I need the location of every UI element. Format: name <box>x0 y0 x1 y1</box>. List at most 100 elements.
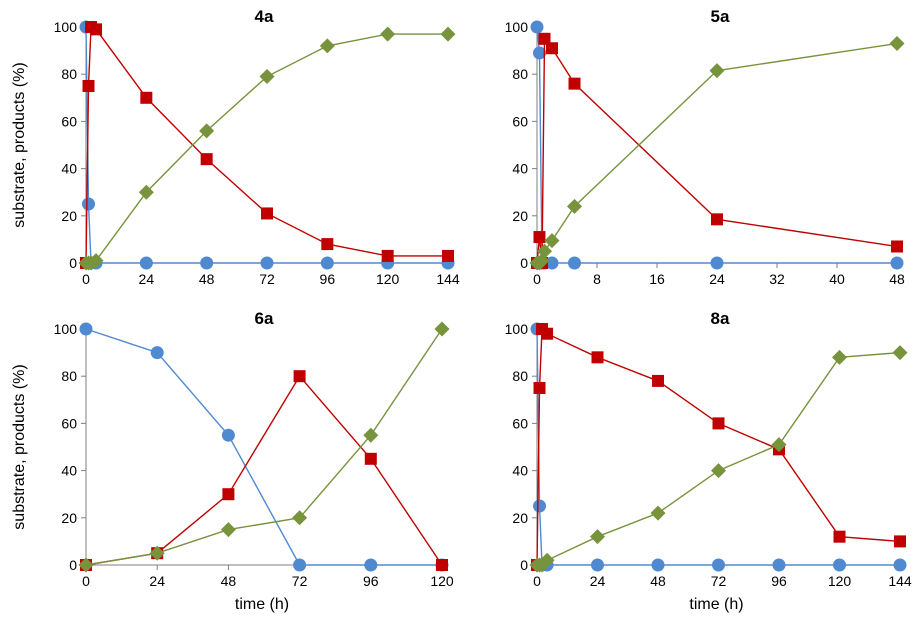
data-point-circle <box>533 499 547 513</box>
x-tick-label: 24 <box>709 271 725 287</box>
data-point-diamond <box>199 123 215 139</box>
data-point-diamond <box>363 427 379 443</box>
data-point-square <box>652 374 664 387</box>
x-tick-label: 96 <box>320 271 336 287</box>
y-tick-label: 40 <box>512 463 528 479</box>
x-tick-label: 48 <box>199 271 215 287</box>
x-tick-label: 24 <box>149 573 165 589</box>
data-point-square <box>538 32 551 45</box>
x-tick-label: 24 <box>590 573 606 589</box>
data-point-square <box>833 530 846 543</box>
y-tick-label: 60 <box>61 113 77 129</box>
chart-panel-8a: 0 20 40 60 80 100 0 24 48 72 96 120 144 8a time (h) <box>505 309 912 613</box>
y-tick-label: 100 <box>54 321 78 337</box>
data-point-circle <box>532 46 546 60</box>
data-point-square <box>364 452 377 465</box>
data-point-diamond <box>590 529 605 545</box>
series-line-square <box>536 327 901 566</box>
x-tick-label: 24 <box>139 271 155 287</box>
data-point-diamond <box>220 522 236 538</box>
series-line-circle <box>536 328 900 566</box>
data-point-diamond <box>440 26 456 42</box>
x-tick-label: 16 <box>649 271 665 287</box>
series-line-circle <box>85 328 442 566</box>
x-tick-label: 48 <box>889 271 905 287</box>
y-tick-label: 40 <box>512 161 528 177</box>
series-square <box>80 21 454 269</box>
data-point-circle <box>150 346 164 360</box>
y-tick-label: 20 <box>61 208 77 224</box>
series-circle <box>530 322 907 572</box>
x-tick-label: 40 <box>829 271 845 287</box>
series-line-diamond <box>537 351 901 566</box>
data-point-square <box>321 238 334 251</box>
data-point-circle <box>530 20 544 34</box>
data-point-diamond <box>537 243 552 259</box>
x-tick-label: 96 <box>363 573 379 589</box>
x-tick-label: 72 <box>259 271 275 287</box>
x-tick-label: 0 <box>533 573 541 589</box>
x-tick-label: 0 <box>82 271 90 287</box>
data-point-square <box>222 488 235 501</box>
y-tick-label: 60 <box>512 415 528 431</box>
data-point-circle <box>200 256 214 270</box>
y-tick-label: 0 <box>69 557 77 573</box>
data-point-circle <box>545 256 559 270</box>
data-point-square <box>381 249 394 262</box>
data-point-diamond <box>889 36 905 52</box>
x-tick-label: 32 <box>769 271 785 287</box>
chart-panel-5a: 0 20 40 60 80 100 0 8 16 24 32 40 48 5a <box>505 7 905 287</box>
x-tick-label: 48 <box>221 573 237 589</box>
data-point-diamond <box>434 321 450 337</box>
x-tick-label: 120 <box>828 573 852 589</box>
data-point-diamond <box>292 510 308 526</box>
series-circle <box>530 20 904 270</box>
data-point-diamond <box>709 63 725 79</box>
data-point-circle <box>890 256 904 270</box>
data-point-circle <box>82 197 96 211</box>
x-tick-label: 144 <box>436 271 460 287</box>
data-point-square <box>891 240 903 253</box>
series-diamond <box>529 345 908 573</box>
data-point-diamond <box>78 557 94 573</box>
x-axis-label: time (h) <box>689 596 743 613</box>
data-point-square <box>591 351 604 364</box>
panel-title: 5a <box>711 7 730 26</box>
series-line-square <box>85 25 448 264</box>
x-tick-label: 0 <box>82 573 90 589</box>
y-tick-label: 80 <box>512 66 528 82</box>
data-point-diamond <box>650 505 666 521</box>
data-point-square <box>261 207 273 220</box>
y-tick-label: 0 <box>520 255 528 271</box>
data-point-circle <box>712 558 725 572</box>
data-point-square <box>533 382 546 394</box>
y-tick-label: 80 <box>61 368 77 384</box>
data-point-square <box>140 91 153 104</box>
y-tick-label: 0 <box>69 255 77 271</box>
x-tick-label: 144 <box>888 573 912 589</box>
data-point-diamond <box>892 345 908 361</box>
y-tick-label: 20 <box>61 510 77 526</box>
data-point-diamond <box>539 552 555 568</box>
data-point-diamond <box>771 437 787 453</box>
data-point-diamond <box>567 198 582 214</box>
series-line-square <box>85 375 443 566</box>
data-point-diamond <box>149 545 165 561</box>
y-tick-label: 100 <box>54 19 78 35</box>
y-axis-label: substrate, products (%) <box>11 62 28 227</box>
x-tick-label: 72 <box>711 573 727 589</box>
series-line-diamond <box>86 33 448 264</box>
data-point-diamond <box>138 184 154 200</box>
data-point-circle <box>772 558 786 572</box>
data-point-circle <box>293 558 307 572</box>
data-point-diamond <box>259 69 275 85</box>
x-tick-label: 0 <box>533 271 541 287</box>
data-point-circle <box>591 558 604 572</box>
y-tick-label: 60 <box>61 415 77 431</box>
data-point-square <box>568 77 581 90</box>
data-point-square <box>436 559 448 571</box>
x-tick-label: 8 <box>593 271 601 287</box>
series-diamond <box>78 26 456 271</box>
chart-panel-6a: 0 20 40 60 80 100 0 24 48 72 96 120 6a substrate, pro… <box>11 309 454 613</box>
